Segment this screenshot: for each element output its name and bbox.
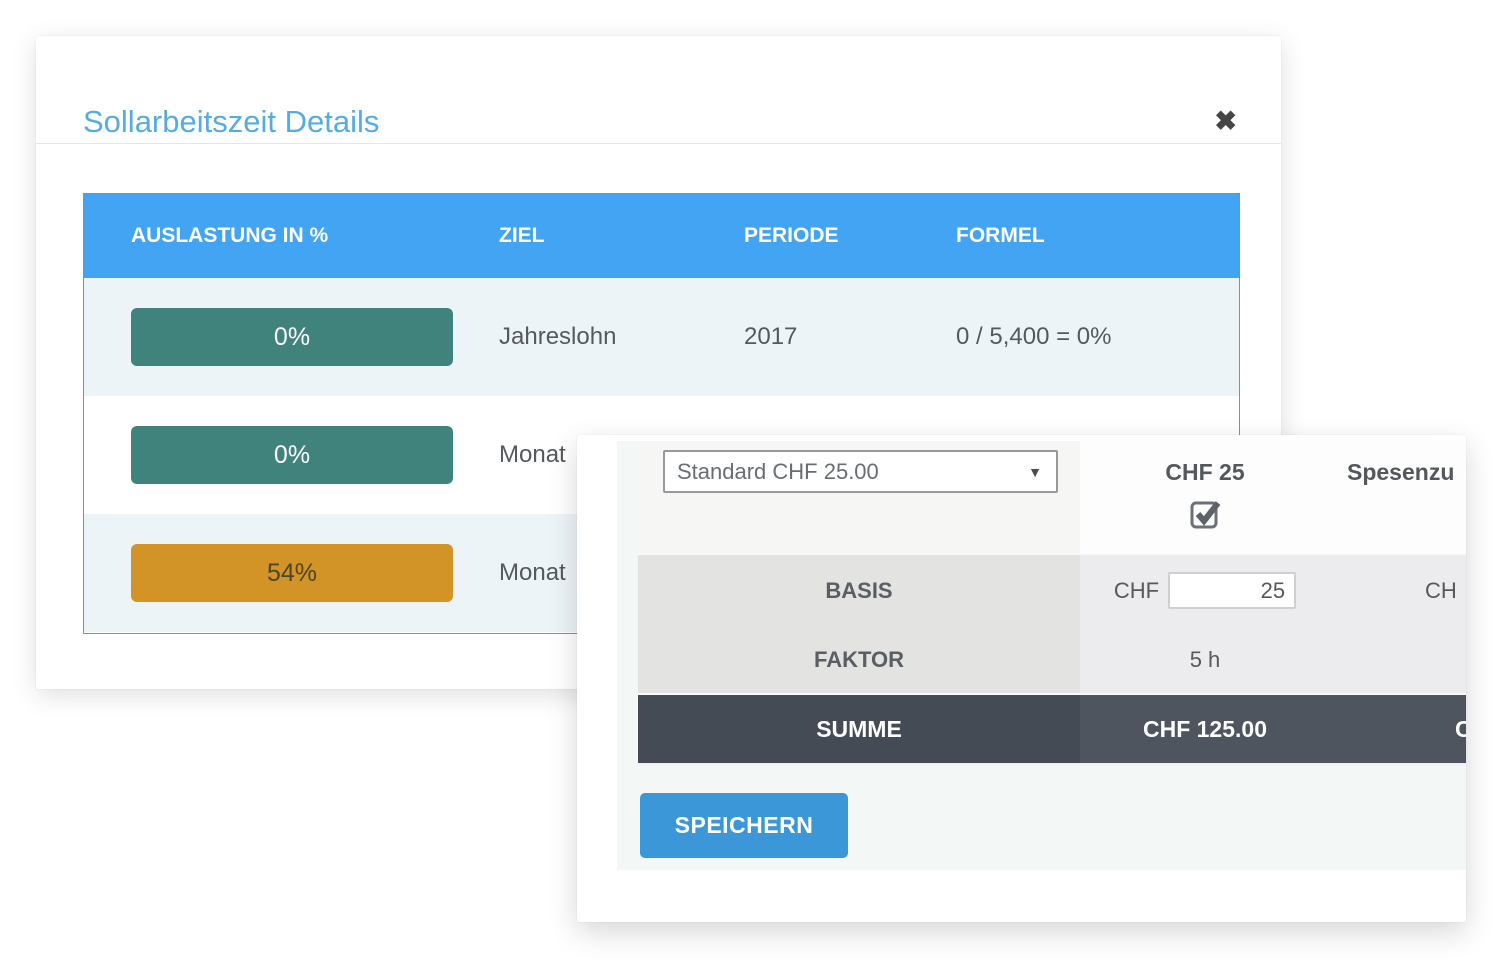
formel-cell: 0 / 5,400 = 0%: [956, 323, 1112, 350]
spesen-type-select[interactable]: Standard CHF 25.00 ▼: [663, 450, 1058, 493]
basis-row: BASIS CHF CH: [638, 555, 1466, 626]
select-value: Standard CHF 25.00: [677, 458, 879, 484]
summe-row: SUMME CHF 125.00 C: [638, 693, 1466, 765]
faktor-row: FAKTOR 5 h: [638, 626, 1466, 693]
ziel-cell: Monat: [499, 441, 566, 468]
spesen-table: Standard CHF 25.00 ▼ CHF 25 Spesenzu: [638, 441, 1466, 765]
currency-label: CHF: [1113, 577, 1160, 603]
panel-inner: Standard CHF 25.00 ▼ CHF 25 Spesenzu: [617, 441, 1466, 870]
summe-value: CHF 125.00: [1142, 715, 1267, 742]
summe-label: SUMME: [816, 715, 902, 742]
modal-header: Sollarbeitszeit Details ✖: [36, 36, 1281, 144]
periode-cell: 2017: [744, 323, 798, 350]
auslastung-badge: 0%: [131, 308, 453, 366]
table-header-row: AUSLASTUNG IN % ZIEL PERIODE FORMEL: [84, 194, 1239, 278]
table-row: 0% Jahreslohn 2017 0 / 5,400 = 0%: [84, 278, 1239, 396]
ziel-cell: Jahreslohn: [499, 323, 617, 350]
checked-checkbox-icon[interactable]: [1187, 495, 1223, 536]
faktor-value: 5 h: [1080, 626, 1330, 693]
basis-amount-input[interactable]: [1168, 572, 1297, 609]
spesen-body: BASIS CHF CH FAKTOR 5 h SUMME CHF 125.00…: [638, 553, 1466, 765]
spesen-header-row: Standard CHF 25.00 ▼ CHF 25 Spesenzu: [638, 441, 1466, 553]
column-header-spesenzuschlag: Spesenzu: [1347, 459, 1455, 485]
header-auslastung: AUSLASTUNG IN %: [131, 224, 329, 247]
summe-col3-fragment: C: [1330, 695, 1466, 763]
spesen-editor-panel: Standard CHF 25.00 ▼ CHF 25 Spesenzu: [577, 435, 1466, 922]
header-ziel: ZIEL: [499, 224, 545, 247]
faktor-label: FAKTOR: [813, 646, 905, 672]
ziel-cell: Monat: [499, 559, 566, 586]
close-icon[interactable]: ✖: [1214, 106, 1237, 136]
header-formel: FORMEL: [956, 224, 1045, 247]
basis-label: BASIS: [825, 577, 893, 603]
save-button[interactable]: SPEICHERN: [640, 793, 848, 858]
auslastung-badge: 54%: [131, 544, 453, 602]
chevron-down-icon: ▼: [1028, 463, 1042, 480]
column-header-chf25: CHF 25: [1165, 459, 1245, 485]
header-periode: PERIODE: [744, 224, 839, 247]
basis-col3-fragment: CH: [1330, 555, 1466, 626]
auslastung-badge: 0%: [131, 426, 453, 484]
modal-title: Sollarbeitszeit Details: [83, 104, 380, 139]
